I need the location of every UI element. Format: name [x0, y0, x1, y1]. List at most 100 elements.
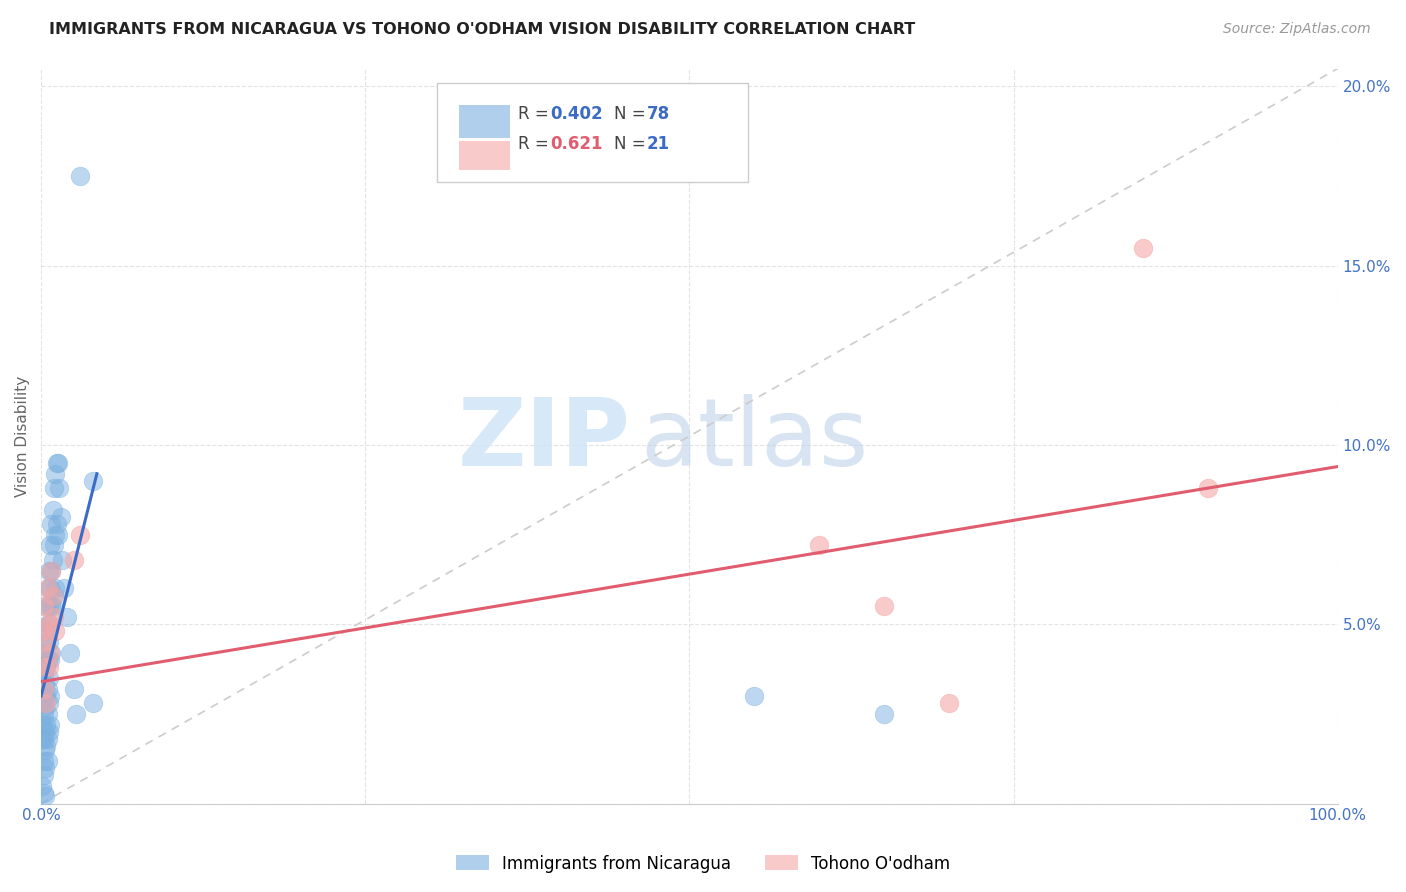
FancyBboxPatch shape	[437, 83, 748, 183]
Point	[38, 671, 60, 685]
Point	[41, 599, 63, 614]
Point	[35, 599, 58, 614]
Point	[34, 678, 56, 692]
Point	[39, 582, 62, 596]
Y-axis label: Vision Disability: Vision Disability	[15, 376, 30, 497]
Point	[37, 582, 59, 596]
Point	[35, 635, 58, 649]
Point	[35, 739, 58, 754]
Point	[44, 582, 66, 596]
FancyBboxPatch shape	[458, 141, 510, 170]
Point	[62, 681, 84, 696]
Text: 78: 78	[647, 105, 669, 123]
Point	[32, 681, 55, 696]
Point	[37, 706, 59, 721]
Point	[42, 502, 65, 516]
Text: 0.621: 0.621	[551, 135, 603, 153]
Text: Source: ZipAtlas.com: Source: ZipAtlas.com	[1223, 22, 1371, 37]
Point	[31, 671, 53, 685]
Point	[37, 681, 59, 696]
Point	[38, 696, 60, 710]
Point	[46, 527, 69, 541]
Point	[35, 689, 58, 703]
Point	[42, 610, 65, 624]
Point	[41, 564, 63, 578]
Text: 0.402: 0.402	[551, 105, 603, 123]
Point	[34, 624, 56, 639]
Point	[34, 653, 56, 667]
Point	[44, 467, 66, 481]
Point	[31, 732, 53, 747]
Point	[37, 617, 59, 632]
Point	[69, 169, 91, 183]
Point	[39, 538, 62, 552]
Point	[38, 635, 60, 649]
Point	[32, 599, 55, 614]
Point	[1197, 481, 1219, 495]
Point	[34, 660, 56, 674]
Point	[32, 786, 55, 800]
Point	[38, 660, 60, 674]
Point	[48, 481, 70, 495]
Point	[82, 474, 104, 488]
Point	[32, 646, 55, 660]
Point	[41, 646, 63, 660]
Point	[742, 689, 765, 703]
Text: ZIP: ZIP	[458, 393, 631, 486]
Point	[32, 732, 55, 747]
Point	[41, 564, 63, 578]
Point	[32, 689, 55, 703]
Point	[34, 789, 56, 804]
Point	[35, 717, 58, 731]
Point	[42, 481, 65, 495]
Point	[35, 635, 58, 649]
Point	[39, 646, 62, 660]
Point	[45, 516, 67, 531]
Point	[1132, 241, 1154, 255]
Point	[37, 653, 59, 667]
Point	[32, 667, 55, 681]
Point	[31, 717, 53, 731]
Legend: Immigrants from Nicaragua, Tohono O'odham: Immigrants from Nicaragua, Tohono O'odha…	[449, 848, 957, 880]
Point	[44, 527, 66, 541]
Point	[49, 509, 72, 524]
Point	[42, 553, 65, 567]
Text: N =: N =	[614, 105, 651, 123]
Text: 21: 21	[647, 135, 669, 153]
Point	[51, 553, 73, 567]
Point	[35, 696, 58, 710]
Point	[32, 754, 55, 768]
Point	[42, 589, 65, 603]
Text: R =: R =	[519, 135, 554, 153]
Point	[39, 717, 62, 731]
Point	[31, 696, 53, 710]
Point	[62, 553, 84, 567]
Point	[42, 589, 65, 603]
Point	[56, 610, 79, 624]
Point	[32, 768, 55, 782]
Point	[38, 599, 60, 614]
Point	[42, 599, 65, 614]
Point	[42, 538, 65, 552]
Point	[37, 754, 59, 768]
Point	[46, 456, 69, 470]
Point	[41, 516, 63, 531]
Point	[34, 699, 56, 714]
Point	[44, 624, 66, 639]
Point	[34, 725, 56, 739]
Point	[45, 456, 67, 470]
Text: R =: R =	[519, 105, 554, 123]
Point	[65, 706, 87, 721]
Point	[38, 617, 60, 632]
Text: IMMIGRANTS FROM NICARAGUA VS TOHONO O'ODHAM VISION DISABILITY CORRELATION CHART: IMMIGRANTS FROM NICARAGUA VS TOHONO O'OD…	[49, 22, 915, 37]
Point	[31, 624, 53, 639]
Point	[938, 696, 960, 710]
Text: atlas: atlas	[640, 393, 869, 486]
Point	[38, 564, 60, 578]
Point	[39, 617, 62, 632]
Point	[873, 706, 896, 721]
Point	[59, 646, 82, 660]
Point	[34, 761, 56, 775]
Text: N =: N =	[614, 135, 651, 153]
Point	[39, 653, 62, 667]
